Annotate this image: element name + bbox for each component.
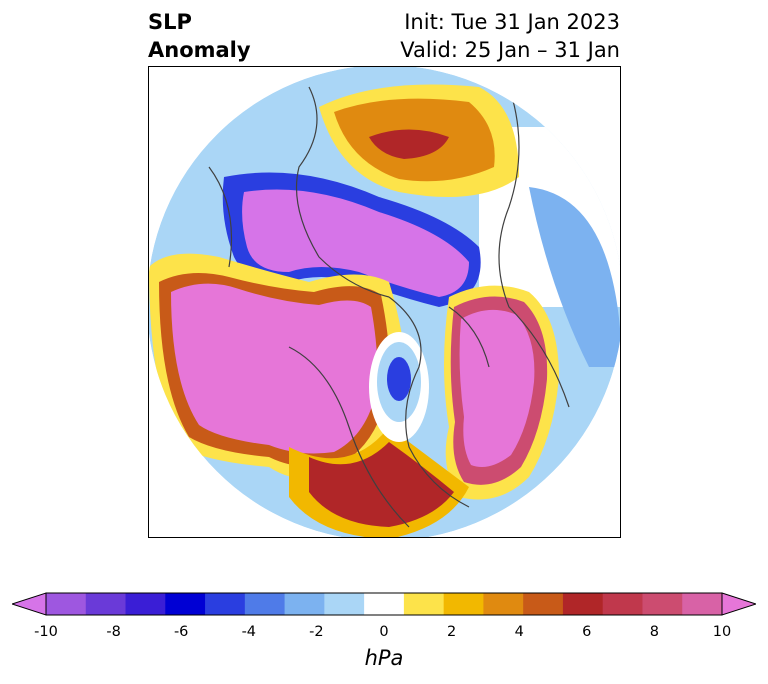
colorbar-cell bbox=[85, 593, 127, 615]
colorbar-cell bbox=[483, 593, 524, 615]
title-anomaly: Anomaly bbox=[148, 38, 251, 62]
colorbar-tick-label: 2 bbox=[446, 624, 457, 640]
colorbar-cell bbox=[562, 593, 604, 615]
init-date: Init: Tue 31 Jan 2023 bbox=[404, 10, 620, 34]
colorbar-tick-label: 10 bbox=[712, 624, 732, 640]
colorbar-tick-label: -4 bbox=[241, 624, 257, 640]
colorbar-tick-label: -2 bbox=[309, 624, 324, 640]
slp-anomaly-map bbox=[148, 66, 621, 538]
low-arc-core bbox=[242, 189, 469, 297]
anomaly-field bbox=[149, 67, 620, 537]
title-slp: SLP bbox=[148, 10, 192, 34]
colorbar-cell bbox=[443, 593, 484, 615]
colorbar-tick-label: 4 bbox=[514, 624, 524, 640]
colorbar-cell bbox=[205, 593, 246, 615]
colorbar-cell bbox=[46, 593, 87, 615]
weak-low-east bbox=[529, 187, 620, 367]
colorbar-cell bbox=[165, 593, 206, 615]
colorbar-extend-max bbox=[721, 592, 756, 616]
colorbar-tick-label: -6 bbox=[173, 624, 189, 640]
colorbar-tick-label: -10 bbox=[34, 624, 58, 640]
colorbar-cell bbox=[403, 593, 445, 615]
valid-range: Valid: 25 Jan – 31 Jan bbox=[400, 38, 620, 62]
high-south-core bbox=[309, 442, 454, 527]
coastlines bbox=[208, 86, 570, 528]
high-east-core bbox=[459, 309, 535, 468]
colorbar-frame bbox=[45, 592, 723, 616]
colorbar-cell bbox=[642, 593, 683, 615]
colorbar-cell bbox=[284, 593, 325, 615]
colorbar-tick-label: -8 bbox=[106, 624, 121, 640]
colorbar-tick-label: 0 bbox=[379, 624, 389, 640]
map-title: SLP Anomaly bbox=[148, 8, 251, 64]
colorbar-tick-label: 8 bbox=[649, 624, 660, 640]
high-west-core bbox=[171, 283, 378, 454]
colorbar-cell bbox=[125, 593, 166, 615]
colorbar-extend-min bbox=[12, 592, 47, 616]
colorbar-cell bbox=[602, 593, 643, 615]
colorbar-cell bbox=[244, 593, 286, 615]
colorbar-unit: hPa bbox=[364, 646, 404, 670]
colorbar-cell bbox=[682, 593, 723, 615]
high-siberia-core bbox=[369, 129, 449, 159]
map-svg bbox=[149, 67, 620, 537]
colorbar-cell bbox=[523, 593, 564, 615]
map-dates: Init: Tue 31 Jan 2023 Valid: 25 Jan – 31… bbox=[400, 8, 620, 64]
central-low-core bbox=[387, 357, 411, 401]
colorbar-cell bbox=[324, 593, 365, 615]
colorbar-cell bbox=[364, 593, 405, 615]
colorbar bbox=[12, 592, 756, 616]
colorbar-tick-label: 6 bbox=[582, 624, 592, 640]
